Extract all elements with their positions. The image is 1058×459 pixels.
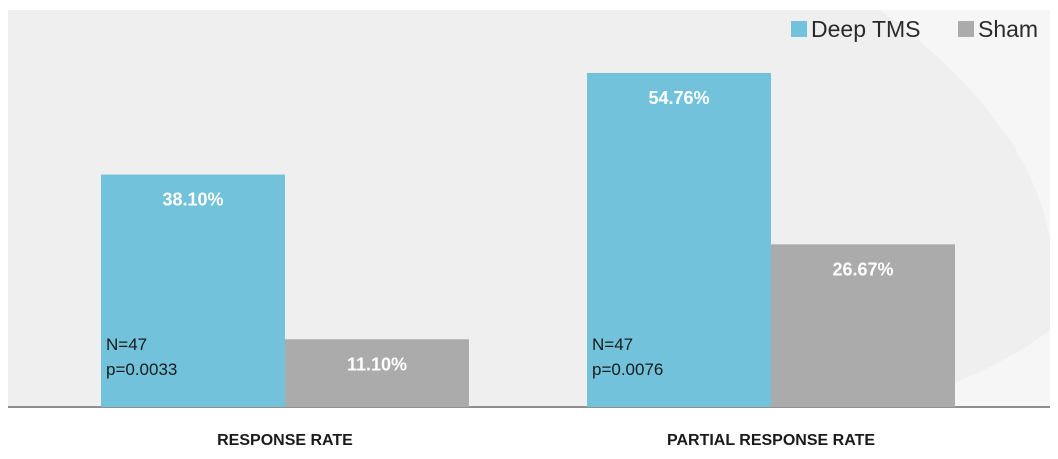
sample-size-label: N=47 [106, 335, 147, 354]
decorative-curve [880, 10, 1050, 407]
bar-deep-tms-0 [101, 174, 285, 407]
legend-label-sham: Sham [978, 16, 1038, 42]
bars-group [101, 72, 955, 408]
data-label: 38.10% [162, 190, 223, 210]
x-axis-baseline [8, 406, 1050, 408]
p-value-label: p=0.0033 [106, 360, 177, 379]
data-label: 26.67% [832, 259, 893, 279]
legend-swatch-deep-tms [791, 21, 807, 37]
bar-deep-tms-1 [587, 72, 771, 408]
legend-swatch-sham [958, 21, 974, 37]
data-label: 54.76% [648, 88, 709, 108]
bar-sham-0 [285, 339, 469, 407]
legend: Deep TMS Sham [791, 16, 1038, 42]
sample-size-label: N=47 [592, 335, 633, 354]
data-label: 11.10% [347, 354, 407, 374]
legend-label-deep-tms: Deep TMS [811, 16, 921, 42]
p-value-label: p=0.0076 [592, 360, 663, 379]
labels-group: 38.10% 11.10% RESPONSE RATE 54.76% 26.67% PAR… [106, 88, 894, 449]
category-label: RESPONSE RATE [217, 432, 353, 449]
category-label: PARTIAL RESPONSE RATE [667, 432, 875, 449]
bar-sham-1 [771, 244, 955, 407]
